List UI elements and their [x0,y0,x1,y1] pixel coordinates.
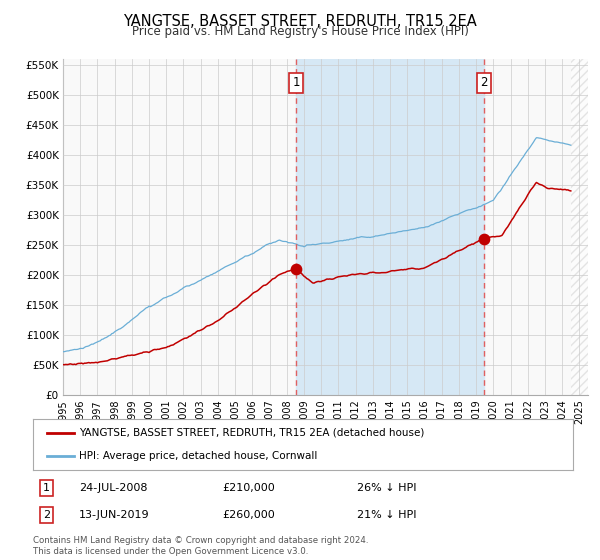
Text: 13-JUN-2019: 13-JUN-2019 [79,510,149,520]
Text: 2: 2 [43,510,50,520]
Text: Contains HM Land Registry data © Crown copyright and database right 2024.
This d: Contains HM Land Registry data © Crown c… [33,536,368,556]
Text: 1: 1 [292,76,300,89]
Text: 21% ↓ HPI: 21% ↓ HPI [357,510,416,520]
Text: Price paid vs. HM Land Registry's House Price Index (HPI): Price paid vs. HM Land Registry's House … [131,25,469,38]
Text: 2: 2 [480,76,488,89]
Text: YANGTSE, BASSET STREET, REDRUTH, TR15 2EA (detached house): YANGTSE, BASSET STREET, REDRUTH, TR15 2E… [79,428,424,438]
Text: HPI: Average price, detached house, Cornwall: HPI: Average price, detached house, Corn… [79,451,317,461]
Text: YANGTSE, BASSET STREET, REDRUTH, TR15 2EA: YANGTSE, BASSET STREET, REDRUTH, TR15 2E… [123,14,477,29]
Text: £260,000: £260,000 [222,510,275,520]
Bar [296,59,484,395]
Bar [571,59,588,395]
Point [479,234,488,243]
Text: £210,000: £210,000 [222,483,275,493]
Text: 24-JUL-2008: 24-JUL-2008 [79,483,148,493]
Text: 1: 1 [43,483,50,493]
Point [292,264,301,273]
Text: 26% ↓ HPI: 26% ↓ HPI [357,483,416,493]
